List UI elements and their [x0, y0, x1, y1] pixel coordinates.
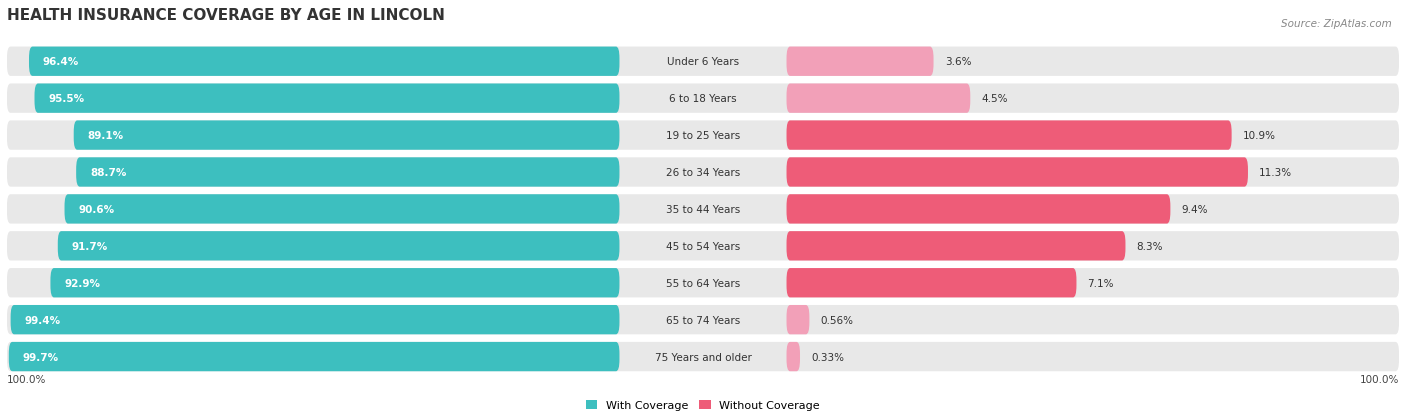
Text: 8.3%: 8.3%	[1136, 241, 1163, 251]
Text: 10.9%: 10.9%	[1243, 131, 1275, 141]
FancyBboxPatch shape	[58, 232, 620, 261]
Text: 9.4%: 9.4%	[1181, 204, 1208, 214]
FancyBboxPatch shape	[65, 195, 620, 224]
Text: 26 to 34 Years: 26 to 34 Years	[666, 168, 740, 178]
FancyBboxPatch shape	[786, 195, 1170, 224]
FancyBboxPatch shape	[786, 84, 970, 114]
FancyBboxPatch shape	[786, 342, 800, 371]
Text: 6 to 18 Years: 6 to 18 Years	[669, 94, 737, 104]
Text: 0.56%: 0.56%	[821, 315, 853, 325]
Text: 89.1%: 89.1%	[87, 131, 124, 141]
FancyBboxPatch shape	[786, 268, 1077, 298]
FancyBboxPatch shape	[7, 232, 1399, 261]
FancyBboxPatch shape	[786, 121, 1232, 150]
Text: 99.7%: 99.7%	[22, 352, 59, 362]
FancyBboxPatch shape	[73, 121, 620, 150]
Text: 100.0%: 100.0%	[7, 374, 46, 385]
Text: 95.5%: 95.5%	[48, 94, 84, 104]
FancyBboxPatch shape	[35, 84, 620, 114]
FancyBboxPatch shape	[786, 47, 934, 77]
FancyBboxPatch shape	[7, 268, 1399, 298]
FancyBboxPatch shape	[7, 195, 1399, 224]
FancyBboxPatch shape	[786, 305, 810, 335]
Text: 99.4%: 99.4%	[24, 315, 60, 325]
Text: 65 to 74 Years: 65 to 74 Years	[666, 315, 740, 325]
Text: 3.6%: 3.6%	[945, 57, 972, 67]
FancyBboxPatch shape	[786, 158, 1249, 187]
Text: 19 to 25 Years: 19 to 25 Years	[666, 131, 740, 141]
Text: 7.1%: 7.1%	[1088, 278, 1114, 288]
Text: 11.3%: 11.3%	[1260, 168, 1292, 178]
FancyBboxPatch shape	[8, 342, 620, 371]
FancyBboxPatch shape	[30, 47, 620, 77]
FancyBboxPatch shape	[7, 158, 1399, 187]
FancyBboxPatch shape	[11, 305, 620, 335]
FancyBboxPatch shape	[76, 158, 620, 187]
Text: 90.6%: 90.6%	[79, 204, 114, 214]
Text: 75 Years and older: 75 Years and older	[655, 352, 751, 362]
Text: 92.9%: 92.9%	[65, 278, 100, 288]
Text: 0.33%: 0.33%	[811, 352, 844, 362]
FancyBboxPatch shape	[7, 305, 1399, 335]
FancyBboxPatch shape	[7, 47, 1399, 77]
Text: 45 to 54 Years: 45 to 54 Years	[666, 241, 740, 251]
Text: 55 to 64 Years: 55 to 64 Years	[666, 278, 740, 288]
Text: Source: ZipAtlas.com: Source: ZipAtlas.com	[1281, 19, 1392, 28]
FancyBboxPatch shape	[7, 84, 1399, 114]
Text: HEALTH INSURANCE COVERAGE BY AGE IN LINCOLN: HEALTH INSURANCE COVERAGE BY AGE IN LINC…	[7, 8, 444, 23]
Text: 4.5%: 4.5%	[981, 94, 1008, 104]
FancyBboxPatch shape	[51, 268, 620, 298]
FancyBboxPatch shape	[7, 342, 1399, 371]
Legend: With Coverage, Without Coverage: With Coverage, Without Coverage	[586, 400, 820, 410]
Text: 96.4%: 96.4%	[44, 57, 79, 67]
Text: Under 6 Years: Under 6 Years	[666, 57, 740, 67]
Text: 91.7%: 91.7%	[72, 241, 108, 251]
Text: 88.7%: 88.7%	[90, 168, 127, 178]
FancyBboxPatch shape	[786, 232, 1125, 261]
FancyBboxPatch shape	[7, 121, 1399, 150]
Text: 100.0%: 100.0%	[1360, 374, 1399, 385]
Text: 35 to 44 Years: 35 to 44 Years	[666, 204, 740, 214]
